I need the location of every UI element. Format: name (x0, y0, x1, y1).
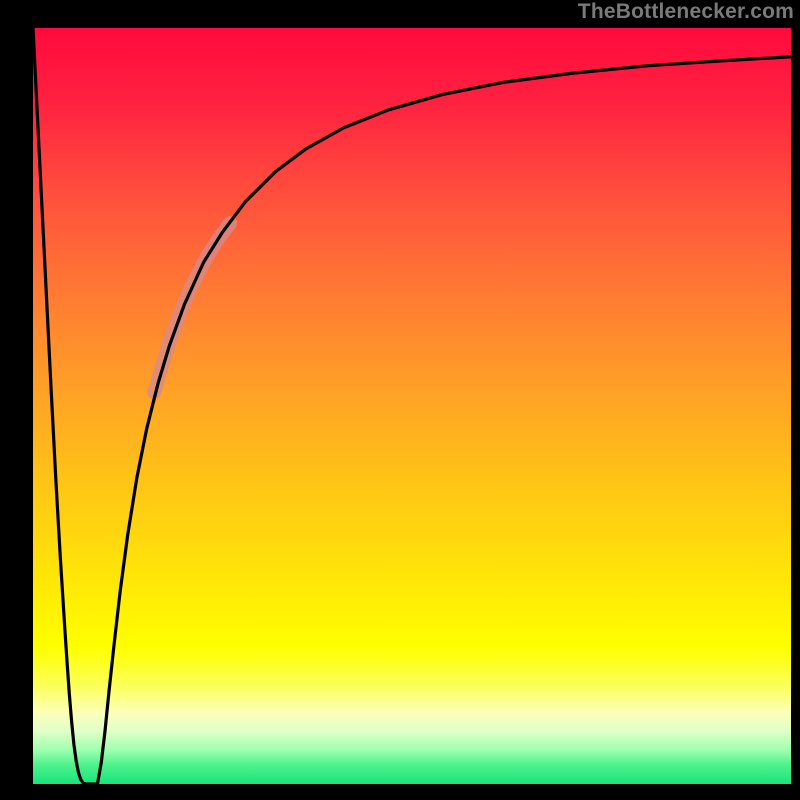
bottleneck-curve-chart (0, 0, 800, 800)
plot-background (33, 28, 791, 784)
chart-frame: TheBottlenecker.com (0, 0, 800, 800)
